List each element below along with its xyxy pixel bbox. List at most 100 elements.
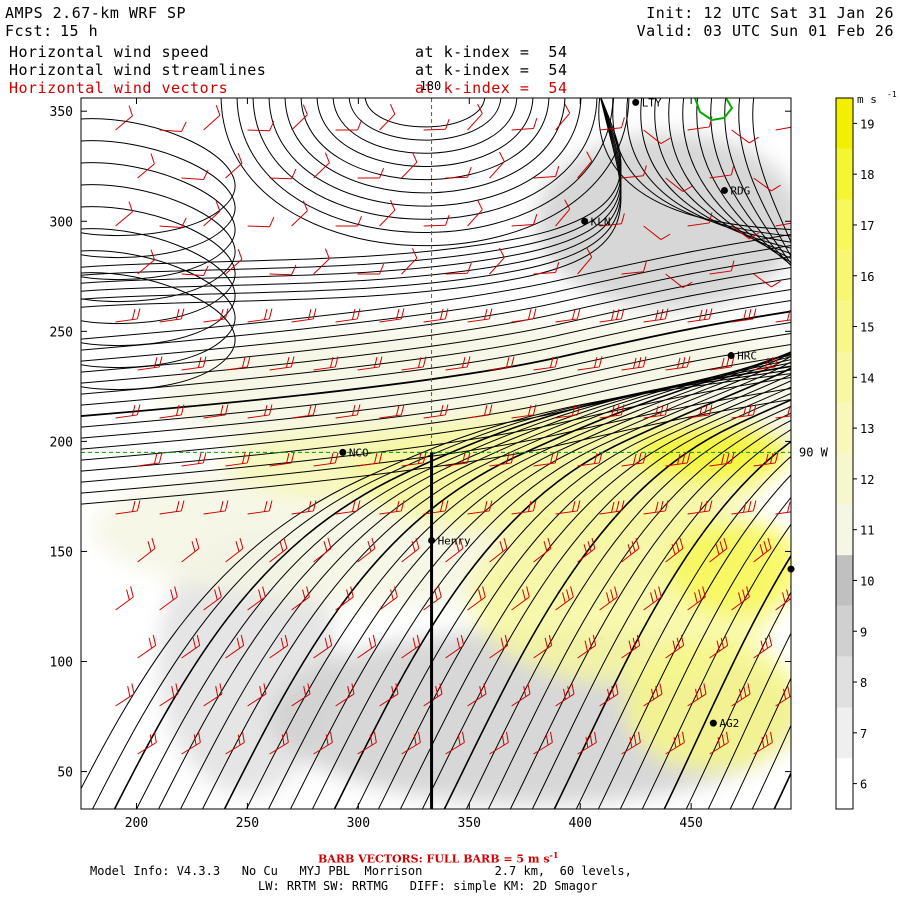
wind-barb-28	[665, 177, 693, 192]
wind-barb-160	[115, 586, 134, 611]
wind-barb-70	[379, 308, 405, 323]
wind-barb-41	[511, 214, 538, 227]
colorbar-swatch-1	[836, 707, 853, 759]
streamline-loop-8	[236, 98, 614, 233]
colorbar-frame	[835, 97, 854, 810]
wind-barb-48	[137, 249, 155, 275]
colorbar-label-12: 18	[860, 168, 874, 182]
wind-barb-121	[533, 452, 559, 467]
wind-barb-29	[709, 164, 735, 179]
wind-barb-31	[796, 164, 823, 178]
station-label-1: RDG	[730, 184, 750, 197]
wind-barb-138	[555, 500, 581, 515]
station-dot-4	[339, 448, 347, 456]
colorbar-label-0: 6	[860, 778, 867, 792]
wind-barb-128	[115, 500, 141, 515]
wind-barb-93	[709, 356, 735, 371]
streamline-south-9	[267, 352, 791, 809]
colorbar-swatch-8	[836, 351, 853, 403]
y-tick-label-1: 100	[50, 656, 73, 671]
wind-barb-209	[181, 731, 201, 755]
streamline-band-6	[81, 299, 791, 406]
wind-barb-115	[269, 452, 295, 467]
streamline-south-20	[509, 420, 791, 809]
forecast-hour: 15 h	[60, 22, 99, 40]
wind-barb-94	[753, 356, 779, 371]
wind-barb-9	[511, 118, 538, 131]
wind-barb-15	[775, 125, 791, 131]
wind-barb-78	[731, 308, 757, 323]
streamline-south-7	[223, 351, 791, 809]
wind-barb-215	[445, 731, 465, 755]
wind-barb-169	[511, 586, 530, 611]
wind-barb-59	[621, 261, 647, 275]
streamline-south-18	[465, 405, 791, 809]
wind-barb-168	[467, 586, 486, 611]
station-label-7: AG2	[719, 717, 739, 730]
wind-barb-14	[731, 129, 759, 144]
streamline-south-15	[399, 386, 791, 809]
streamline-nw-1	[81, 140, 236, 259]
streamline-loop-7	[252, 98, 598, 220]
station-dot-0	[632, 98, 640, 106]
wind-barb-117	[357, 452, 383, 467]
wind-barb-72	[467, 308, 493, 323]
colorbar-label-13: 19	[860, 117, 874, 131]
wind-barb-4	[291, 104, 308, 131]
colorbar-unit-exp: -1	[887, 90, 897, 99]
streamline-band-1	[81, 244, 791, 351]
wind-barb-62	[753, 273, 781, 288]
streamline-south-27	[663, 554, 791, 809]
streamline-loop-3	[316, 98, 534, 167]
y-tick-label-6: 350	[50, 105, 73, 120]
streamline-south-14	[377, 380, 791, 809]
streamline-ne-10	[738, 98, 791, 258]
colorbar-swatch-13	[836, 98, 853, 149]
wind-barb-24	[489, 151, 505, 179]
streamline-south-22	[553, 440, 791, 809]
wind-barb-147	[269, 537, 288, 563]
wind-barb-188	[665, 634, 685, 659]
wind-barb-129	[159, 500, 185, 515]
streamline-nw-3	[81, 184, 236, 303]
wind-barb-155	[621, 537, 640, 563]
wind-barb-152	[489, 537, 508, 563]
wind-barb-21	[357, 167, 385, 179]
wind-barb-95	[796, 356, 823, 370]
wind-barb-64	[115, 308, 141, 323]
wind-barb-38	[379, 200, 396, 227]
wind-barb-100	[291, 404, 317, 419]
wind-barb-140	[643, 500, 669, 515]
streamline-band-14	[81, 387, 791, 494]
wind-barb-58	[577, 247, 593, 275]
station-label-2: KLN	[591, 215, 611, 228]
wind-barb-182	[401, 634, 421, 659]
streamline-band-10	[81, 343, 791, 450]
streamline-band-5	[81, 288, 791, 395]
colorbar-swatch-3	[836, 605, 853, 657]
wind-barb-81	[181, 356, 207, 371]
wind-barb-10	[555, 103, 571, 131]
streamline-south-21	[531, 429, 791, 809]
station-dot-5	[428, 536, 436, 544]
wind-barb-204	[643, 683, 663, 707]
colorbar-swatch-9	[836, 301, 853, 352]
y-tick-label-2: 150	[50, 545, 73, 560]
streamline-south-5	[179, 356, 791, 809]
station-label-5: Henry	[438, 534, 471, 547]
wind-barb-30	[753, 177, 781, 192]
wind-barb-150	[401, 537, 420, 563]
wind-barb-126	[753, 452, 779, 467]
wind-barb-218	[577, 731, 597, 755]
wind-barb-189	[709, 634, 729, 659]
colorbar-label-4: 10	[860, 574, 874, 588]
wind-barb-222	[753, 731, 773, 755]
wind-barb-18	[225, 152, 243, 179]
wind-barb-50	[225, 248, 243, 275]
colorbar-swatch-7	[836, 402, 853, 454]
wind-barb-139	[599, 500, 625, 515]
wind-barb-97	[159, 404, 185, 419]
wind-barb-186	[577, 634, 597, 659]
wind-barb-133	[335, 500, 361, 515]
valid-time: Valid: 03 UTC Sun 01 Feb 26	[636, 22, 894, 40]
